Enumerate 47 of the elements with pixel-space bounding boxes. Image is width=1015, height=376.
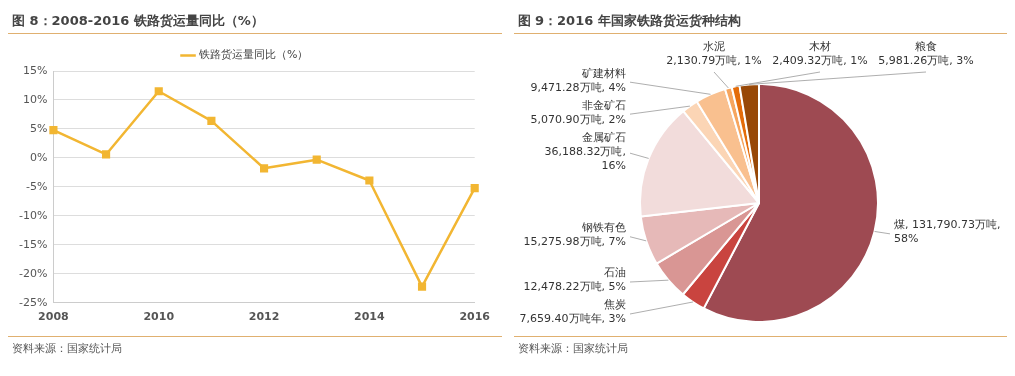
- point: [154, 87, 163, 96]
- legend-label: 铁路货运量同比（%）: [198, 48, 309, 62]
- y-tick-label: -10%: [19, 208, 48, 222]
- y-tick-label: 0%: [29, 150, 48, 164]
- x-tick-label: 2010: [143, 310, 175, 324]
- slice-label: 钢铁有色: [580, 221, 626, 235]
- slice-label: 煤, 131,790.73万吨, 58%: [893, 218, 1000, 246]
- data-label: 7,659.40万吨年, 3%: [519, 312, 626, 326]
- slice-label: 金属矿石: [581, 130, 626, 144]
- data-label: 15,275.98万吨, 7%: [523, 235, 626, 249]
- slice-label: 焦炭: [603, 298, 626, 312]
- point: [102, 150, 111, 159]
- data-label: 5,981.26万吨, 3%: [877, 54, 974, 68]
- slice-label: 水泥: [702, 40, 725, 54]
- point: [207, 116, 216, 125]
- text: 资料来源：国家统计局: [517, 341, 629, 356]
- data-label: 9,471.28万吨, 4%: [530, 80, 626, 94]
- slice-label: 非金矿石: [581, 98, 626, 112]
- y-tick-label: 10%: [22, 92, 48, 106]
- slice-label: 粮食: [914, 40, 937, 54]
- y-tick-label: 5%: [29, 121, 48, 135]
- point: [49, 126, 58, 135]
- point: [312, 155, 321, 164]
- slice-label: 矿建材料: [580, 66, 626, 80]
- data-label: 2,130.79万吨, 1%: [665, 54, 762, 68]
- data-label: 5,070.90万吨, 2%: [530, 112, 626, 126]
- y-tick-label: 15%: [22, 63, 48, 77]
- point: [259, 164, 269, 173]
- chart-title: 图 9：2016 年国家铁路货运货种结构: [513, 8, 1007, 34]
- x-tick-label: 2012: [248, 310, 280, 324]
- x-tick-label: 2016: [459, 310, 491, 324]
- point: [470, 183, 479, 193]
- point: [365, 176, 374, 185]
- y-tick-label: -20%: [19, 266, 48, 280]
- point: [417, 282, 427, 291]
- chart-title: 图 8：2008-2016 铁路货运量同比（%）: [8, 8, 502, 34]
- y-tick-label: -15%: [19, 237, 48, 251]
- data-label: 36,188.32万吨, 16%: [544, 144, 626, 172]
- y-tick-label: -25%: [19, 295, 48, 309]
- data-label: 2,409.32万吨, 1%: [771, 54, 868, 68]
- x-tick-label: 2008: [38, 310, 69, 324]
- data-label: 12,478.22万吨, 5%: [523, 280, 626, 294]
- slice-label: 木材: [808, 40, 831, 54]
- y-tick-label: -5%: [26, 179, 48, 193]
- text: 资料来源：国家统计局: [12, 341, 123, 356]
- slice-label: 石油: [603, 266, 626, 280]
- x-tick-label: 2014: [354, 310, 386, 324]
